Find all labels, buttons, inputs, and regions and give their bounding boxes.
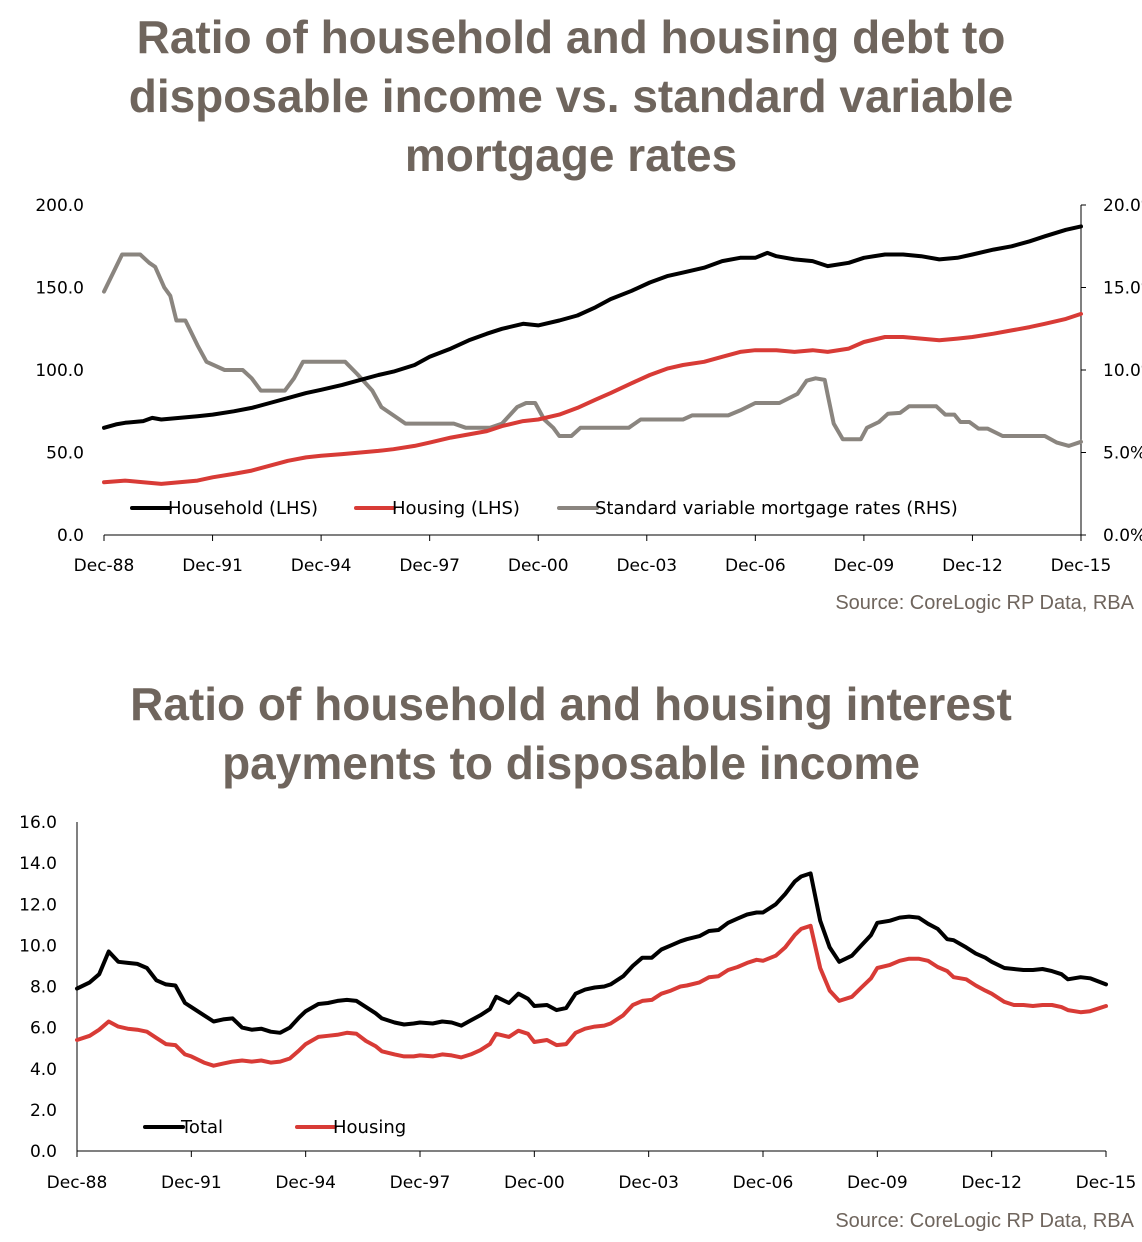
chart2-y-tick-label: 8.0	[30, 978, 57, 998]
chart1-svg: Dec-88 Dec-91 Dec-94 Dec-97 Dec-00 Dec-03 Dec-…	[35, 196, 1142, 576]
chart2-x-tick-label: Dec-03	[618, 1173, 679, 1193]
chart2-x-tick-label: Dec-88	[47, 1173, 108, 1193]
chart1-y-tick-label: 100.0	[35, 361, 84, 381]
chart1-y-tick-label: 150.0	[35, 279, 84, 299]
chart1-legend-label-3: Standard variable mortgage rates (RHS)	[595, 498, 958, 519]
chart2-x-tick-label: Dec-09	[847, 1173, 908, 1193]
chart1-y-tick-label: 0.0	[57, 526, 84, 546]
chart1-y2-tick-label: 0.0%	[1103, 526, 1142, 546]
chart1-series-line-3	[102, 252, 1083, 448]
chart1-x-tick-label: Dec-09	[834, 556, 895, 576]
chart1-x-tick-label: Dec-15	[1051, 556, 1112, 576]
chart1-x-tick-label: Dec-12	[942, 556, 1003, 576]
chart1-y-tick-label: 50.0	[46, 444, 84, 464]
chart2-y-tick-label: 10.0	[19, 936, 57, 956]
chart1-y2-tick-label: 5.0%	[1103, 444, 1142, 464]
chart2-series-line-2	[75, 923, 1108, 1068]
chart2-x-tick-label: Dec-00	[504, 1173, 565, 1193]
chart1-series-line-2	[102, 311, 1083, 486]
chart1-x-tick-label: Dec-91	[182, 556, 243, 576]
chart1-y2-tick-label: 15.0%	[1103, 279, 1142, 299]
chart1-series-line-1	[102, 224, 1083, 430]
chart1-x-tick-label: Dec-88	[74, 556, 135, 576]
chart2-title: Ratio of household and housing interest p…	[130, 678, 1012, 789]
chart2-x-tick-label: Dec-94	[275, 1173, 336, 1193]
chart1-x-tick-label: Dec-03	[616, 556, 677, 576]
chart2-y-tick-label: 4.0	[30, 1060, 57, 1080]
chart2-x-tick-label: Dec-12	[961, 1173, 1022, 1193]
chart1-title: Ratio of household and housing debt to di…	[128, 11, 1014, 181]
chart1-legend-label-1: Household (LHS)	[168, 498, 318, 519]
chart2-legend-label-1: Total	[180, 1117, 223, 1138]
chart2-y-tick-label: 14.0	[19, 854, 57, 874]
chart2-source: Source: CoreLogic RP Data, RBA	[835, 1210, 1134, 1232]
chart2-y-tick-label: 12.0	[19, 895, 57, 915]
chart2-y-tick-label: 16.0	[19, 813, 57, 833]
chart2-x-tick-label: Dec-91	[161, 1173, 222, 1193]
chart1-y2-tick-label: 10.0%	[1103, 361, 1142, 381]
chart2-x-tick-label: Dec-15	[1076, 1173, 1137, 1193]
chart1-legend-label-2: Housing (LHS)	[392, 498, 520, 519]
chart2-x-tick-label: Dec-97	[390, 1173, 451, 1193]
chart1-y2-tick-label: 20.0%	[1103, 196, 1142, 216]
chart1-x-tick-label: Dec-97	[399, 556, 460, 576]
chart2-series-line-1	[75, 871, 1108, 1035]
chart1-x-tick-label: Dec-00	[508, 556, 569, 576]
chart2-y-tick-label: 6.0	[30, 1019, 57, 1039]
chart1-x-tick-label: Dec-06	[725, 556, 786, 576]
chart1-source: Source: CoreLogic RP Data, RBA	[835, 592, 1134, 614]
chart2-y-tick-label: 2.0	[30, 1101, 57, 1121]
chart1-x-tick-label: Dec-94	[291, 556, 352, 576]
chart1-y-tick-label: 200.0	[35, 196, 84, 216]
chart2-y-tick-label: 0.0	[30, 1142, 57, 1162]
chart2-x-tick-label: Dec-06	[733, 1173, 794, 1193]
chart2-legend-label-2: Housing	[333, 1117, 406, 1138]
